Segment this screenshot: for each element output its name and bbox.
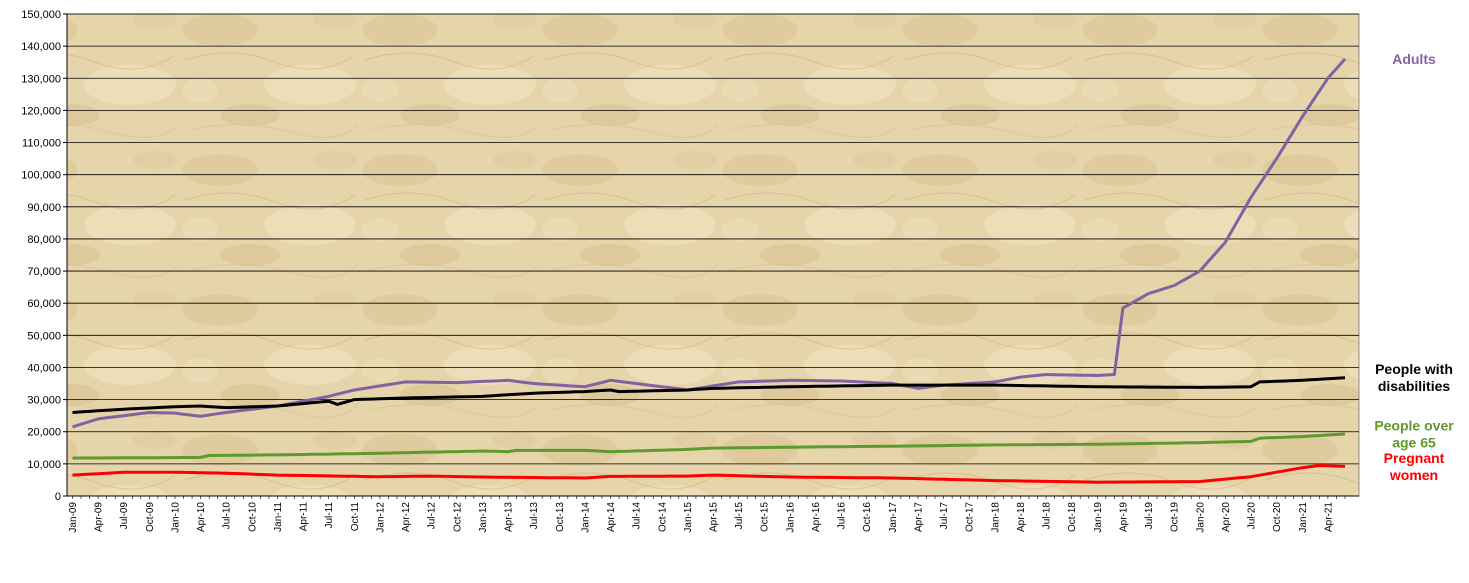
y-tick-label: 40,000 xyxy=(27,362,61,374)
x-tick-label: Oct-18 xyxy=(1067,502,1078,532)
x-tick-label: Jan-09 xyxy=(68,502,79,533)
x-tick-label: Jan-21 xyxy=(1298,502,1309,533)
y-tick-label: 70,000 xyxy=(27,266,61,278)
x-tick-label: Jul-17 xyxy=(939,502,950,530)
y-tick-label: 150,000 xyxy=(21,9,61,21)
x-tick-label: Apr-09 xyxy=(94,502,105,532)
x-tick-label: Jan-17 xyxy=(888,502,899,533)
x-tick-label: Jul-16 xyxy=(837,502,848,530)
x-tick-label: Jul-12 xyxy=(427,502,438,530)
series-label: People with disabilities xyxy=(1375,361,1453,394)
x-tick-label: Oct-11 xyxy=(350,502,361,532)
y-tick-label: 140,000 xyxy=(21,41,61,53)
x-tick-label: Oct-16 xyxy=(862,502,873,532)
y-tick-label: 120,000 xyxy=(21,105,61,117)
plot-area xyxy=(66,13,1360,497)
x-tick-label: Jul-09 xyxy=(119,502,130,530)
y-tick-label: 30,000 xyxy=(27,395,61,407)
x-tick-label: Jul-20 xyxy=(1247,502,1258,530)
x-tick-label: Jan-18 xyxy=(990,502,1001,533)
y-tick-label: 60,000 xyxy=(27,298,61,310)
x-tick-label: Oct-12 xyxy=(452,502,463,532)
x-tick-label: Apr-15 xyxy=(709,502,720,532)
x-tick-label: Jan-10 xyxy=(170,502,181,533)
x-tick-label: Jul-18 xyxy=(1042,502,1053,530)
x-tick-label: Oct-15 xyxy=(760,502,771,532)
x-axis: Jan-09 Apr-09 Jul-09 Oct-09 Jan-10 Apr-10 Jul-… xyxy=(67,495,1359,533)
x-tick-label: Jul-14 xyxy=(632,502,643,530)
series-line xyxy=(72,376,1346,414)
y-tick-label: 90,000 xyxy=(27,202,61,214)
x-tick-label: Jan-19 xyxy=(1093,502,1104,533)
x-tick-label: Apr-11 xyxy=(299,502,310,532)
x-tick-label: Jan-20 xyxy=(1195,502,1206,533)
x-tick-label: Oct-10 xyxy=(247,502,258,532)
x-tick-label: Jul-11 xyxy=(324,502,335,529)
x-tick-label: Apr-13 xyxy=(504,502,515,532)
x-tick-label: Jul-15 xyxy=(734,502,745,530)
series-lines xyxy=(72,57,1347,484)
x-tick-label: Apr-17 xyxy=(913,502,924,532)
gridlines xyxy=(67,13,1359,465)
series-label: Adults xyxy=(1392,51,1436,67)
y-tick-label: 130,000 xyxy=(21,73,61,85)
series-label: Pregnant women xyxy=(1384,450,1445,483)
series-label: People over age 65 xyxy=(1374,417,1454,450)
series-labels: Adults People with disabilities People over… xyxy=(1374,51,1454,483)
y-tick-label: 50,000 xyxy=(27,330,61,342)
x-tick-label: Apr-16 xyxy=(811,502,822,532)
x-tick-label: Jan-11 xyxy=(273,502,284,532)
x-tick-label: Oct-14 xyxy=(657,502,668,532)
x-tick-label: Apr-20 xyxy=(1221,502,1232,532)
x-tick-label: Oct-19 xyxy=(1170,502,1181,532)
x-tick-label: Jan-13 xyxy=(478,502,489,533)
x-tick-label: Apr-19 xyxy=(1118,502,1129,532)
x-tick-label: Jan-14 xyxy=(580,502,591,533)
y-axis: 0 10,000 20,000 30,000 40,000 50,000 60,000 70,… xyxy=(21,9,68,503)
series-line xyxy=(72,464,1346,484)
x-tick-label: Apr-14 xyxy=(606,502,617,532)
x-tick-label: Jan-12 xyxy=(375,502,386,533)
series-line xyxy=(72,432,1346,460)
y-tick-label: 110,000 xyxy=(22,138,61,150)
x-tick-label: Jul-10 xyxy=(222,502,233,530)
x-tick-label: Jul-19 xyxy=(1144,502,1155,530)
y-tick-label: 10,000 xyxy=(27,459,61,471)
x-tick-label: Apr-10 xyxy=(196,502,207,532)
x-tick-label: Apr-18 xyxy=(1016,502,1027,532)
x-tick-label: Oct-20 xyxy=(1272,502,1283,532)
x-tick-label: Jul-13 xyxy=(529,502,540,530)
x-tick-label: Apr-21 xyxy=(1323,502,1334,532)
x-tick-label: Jan-15 xyxy=(683,502,694,533)
y-tick-label: 80,000 xyxy=(27,234,61,246)
x-tick-label: Jan-16 xyxy=(785,502,796,533)
y-tick-label: 20,000 xyxy=(27,427,61,439)
y-tick-label: 100,000 xyxy=(21,170,61,182)
x-tick-label: Oct-13 xyxy=(555,502,566,532)
x-tick-label: Oct-09 xyxy=(145,502,156,532)
x-tick-label: Oct-17 xyxy=(965,502,976,532)
y-tick-label: 0 xyxy=(55,491,61,503)
x-tick-label: Apr-12 xyxy=(401,502,412,532)
